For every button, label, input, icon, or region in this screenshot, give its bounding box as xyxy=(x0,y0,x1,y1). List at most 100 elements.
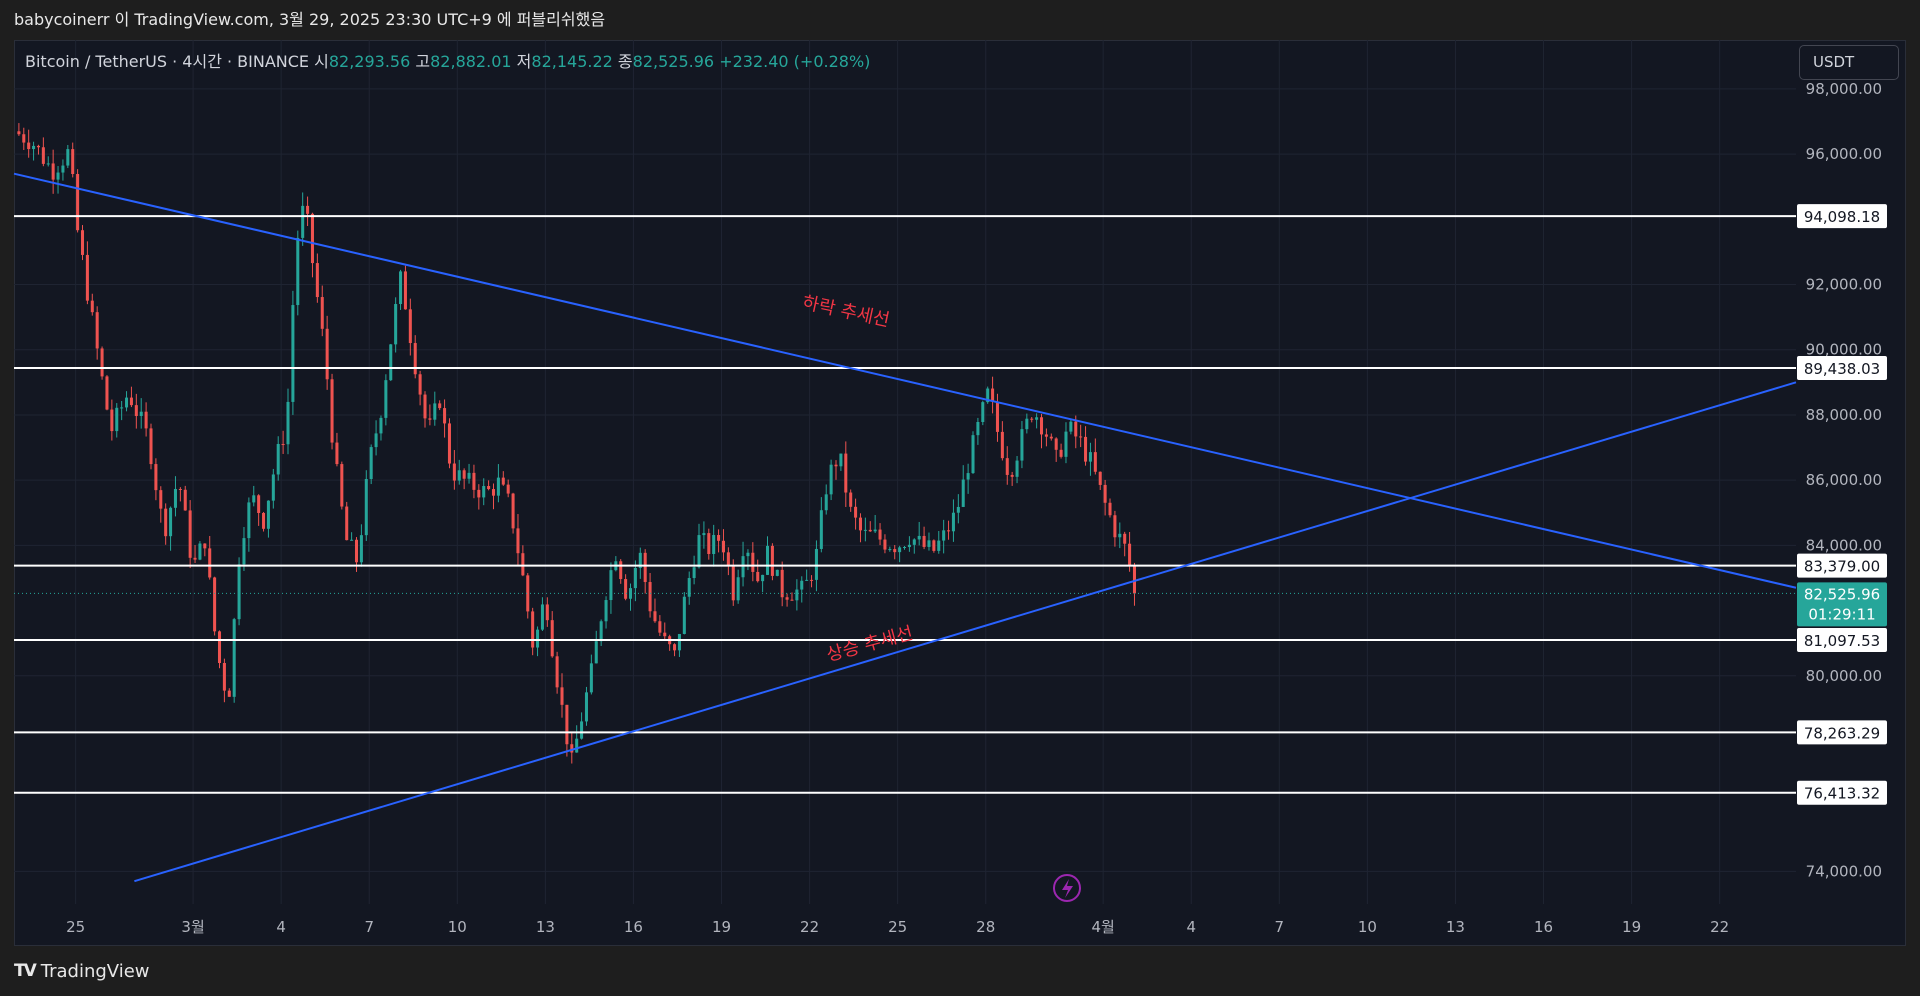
candle-body xyxy=(677,633,681,651)
trendline xyxy=(13,172,1797,589)
candle-body xyxy=(697,535,701,568)
candle-body xyxy=(491,489,496,496)
candle-body xyxy=(208,548,212,578)
open-label: 시 xyxy=(314,52,329,71)
candle-body xyxy=(129,397,133,406)
candle-body xyxy=(227,690,231,697)
time-tick-label: 7 xyxy=(1275,918,1285,936)
candle-body xyxy=(589,663,593,693)
candle-body xyxy=(110,409,114,432)
candle-body xyxy=(482,486,486,498)
candle-body xyxy=(364,478,368,536)
candle-body xyxy=(898,547,902,553)
candle-body xyxy=(893,549,897,553)
candle-body xyxy=(888,549,892,551)
price-tick-label: 84,000.00 xyxy=(1806,536,1882,554)
candle-body xyxy=(467,472,471,479)
candle-body xyxy=(624,579,628,599)
candle-body xyxy=(188,510,192,558)
candle-body xyxy=(447,423,451,464)
brand-name: TradingView xyxy=(40,960,150,982)
candle-body xyxy=(1059,449,1063,457)
candle-body xyxy=(418,374,422,395)
candle-body xyxy=(159,490,163,509)
candle-body xyxy=(682,596,686,634)
candle-body xyxy=(232,619,236,697)
time-tick-label: 7 xyxy=(364,918,374,936)
price-axis: 98,000.00 96,000.00 92,000.00 90,000.00 88,0… xyxy=(1797,80,1887,880)
currency-button[interactable]: USDT xyxy=(1799,45,1899,80)
candle-body xyxy=(1123,533,1127,544)
candle-body xyxy=(501,477,505,485)
candle-body xyxy=(1132,565,1136,594)
candle-body xyxy=(932,540,936,551)
publish-attribution: babycoinerr 이 TradingView.com, 3월 29, 20… xyxy=(0,0,1920,40)
candle-body xyxy=(428,418,432,420)
candle-body xyxy=(981,402,985,423)
level-price-badge xyxy=(1797,204,1887,229)
candle-body xyxy=(785,597,789,600)
candle-body xyxy=(878,529,882,540)
candle-body xyxy=(545,604,549,621)
candle-body xyxy=(854,506,858,518)
candle-body xyxy=(252,495,256,503)
candle-body xyxy=(452,463,456,481)
candle-body xyxy=(775,569,779,576)
candle-body xyxy=(1093,452,1097,472)
trendline xyxy=(134,381,1797,883)
price-tick-label: 74,000.00 xyxy=(1806,862,1882,880)
candle-body xyxy=(1030,418,1034,420)
candle-body xyxy=(178,488,182,490)
candle-body xyxy=(795,589,799,601)
time-tick-label: 16 xyxy=(1534,918,1553,936)
candle-body xyxy=(1064,431,1068,457)
price-tick-label: 90,000.00 xyxy=(1806,341,1882,359)
time-tick-label: 13 xyxy=(536,918,555,936)
candle-body xyxy=(976,422,980,436)
level-price-label: 94,098.18 xyxy=(1804,208,1880,226)
candle-body xyxy=(653,611,657,622)
candle-body xyxy=(942,530,946,541)
candle-body xyxy=(922,535,926,547)
price-tick-label: 80,000.00 xyxy=(1806,667,1882,685)
candle-body xyxy=(834,464,838,467)
candle-body xyxy=(487,486,491,490)
candle-body xyxy=(780,569,784,598)
candle-body xyxy=(902,547,907,549)
candle-body xyxy=(193,557,197,560)
candle-body xyxy=(369,447,373,479)
candle-body xyxy=(100,348,104,377)
candle-body xyxy=(125,397,129,408)
price-tick-label: 98,000.00 xyxy=(1806,80,1882,98)
candle-body xyxy=(134,405,138,416)
time-tick-label: 3월 xyxy=(181,918,204,936)
time-tick-label: 10 xyxy=(1358,918,1377,936)
event-icon[interactable] xyxy=(1053,874,1081,902)
candle-body xyxy=(858,517,862,531)
candle-body xyxy=(76,174,80,231)
candle-body xyxy=(643,552,647,583)
candle-body xyxy=(555,656,559,688)
candle-body xyxy=(457,470,461,481)
tradingview-logo-icon: TV xyxy=(14,961,37,981)
candle-body xyxy=(379,417,383,434)
candles xyxy=(17,123,1136,764)
candle-body xyxy=(350,539,354,541)
candle-body xyxy=(550,620,554,657)
candle-body xyxy=(399,271,403,305)
time-tick-label: 19 xyxy=(1622,918,1641,936)
price-tick-label: 88,000.00 xyxy=(1806,406,1882,424)
candle-body xyxy=(584,692,588,722)
close-value: 82,525.96 xyxy=(632,52,715,71)
candle-body xyxy=(330,379,334,443)
candle-body xyxy=(506,484,510,494)
candle-body xyxy=(526,575,530,612)
candle-body xyxy=(413,343,417,375)
candle-body xyxy=(310,213,314,264)
open-value: 82,293.56 xyxy=(328,52,411,71)
candle-body xyxy=(521,553,525,576)
candle-body xyxy=(761,574,765,582)
candle-body xyxy=(66,149,70,166)
candle-body xyxy=(222,662,226,691)
